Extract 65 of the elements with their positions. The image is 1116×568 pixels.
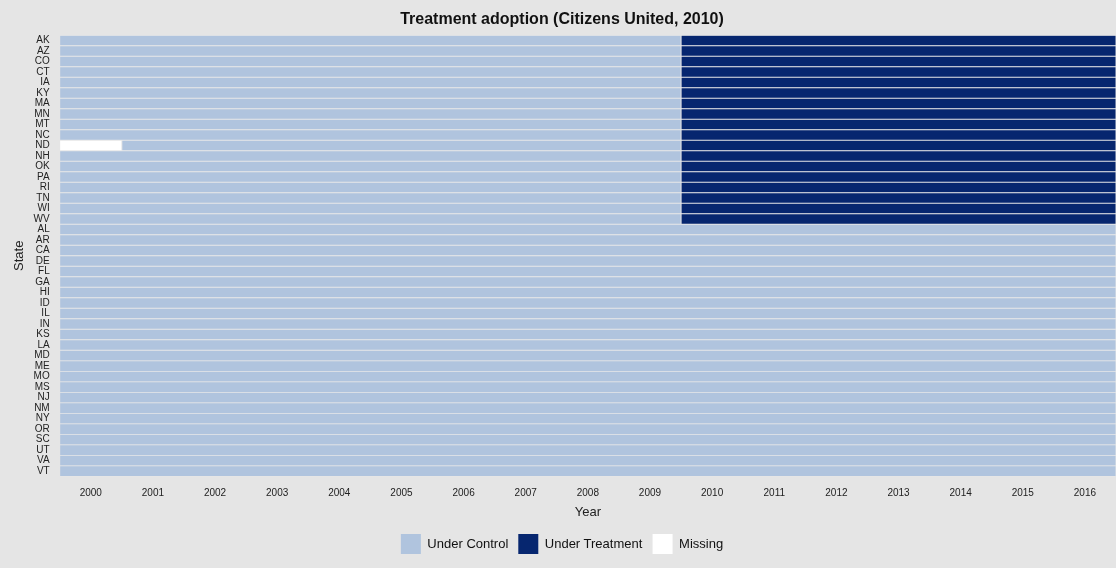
y-tick-label: DE [35, 254, 51, 266]
y-tick-label: IA [40, 76, 51, 88]
x-tick-label: 2010 [701, 487, 724, 499]
y-tick-label: IL [41, 307, 51, 319]
y-tick-label: SC [35, 433, 50, 445]
y-tick-label: MS [34, 380, 51, 392]
y-tick-label: TN [36, 191, 50, 203]
y-tick-label: VT [36, 464, 50, 476]
y-tick-label: AZ [36, 44, 50, 56]
x-tick-label: 2003 [266, 487, 289, 499]
y-tick-label: IN [39, 317, 50, 329]
y-tick-label: NY [35, 412, 51, 424]
y-tick-label: VA [37, 454, 51, 466]
y-tick-label: CA [35, 244, 51, 256]
y-tick-label: MT [35, 118, 50, 130]
y-tick-label: CT [36, 65, 50, 77]
x-tick-label: 2014 [949, 487, 973, 499]
x-tick-label: 2008 [576, 487, 600, 499]
y-tick-label: GA [35, 275, 51, 287]
x-tick-label: 2006 [452, 487, 476, 499]
y-tick-label: OR [34, 422, 50, 434]
legend-label: Under Treatment [544, 535, 643, 551]
y-tick-label: OK [35, 160, 51, 172]
y-axis-title: State [11, 240, 27, 271]
y-tick-label: AL [37, 223, 51, 235]
x-tick-label: 2009 [638, 487, 662, 499]
y-tick-label: NC [35, 128, 50, 140]
x-tick-label: 2012 [825, 487, 848, 499]
y-tick-label: FL [38, 265, 51, 277]
y-tick-label: KS [36, 328, 51, 340]
y-tick-label: WI [37, 202, 50, 214]
y-tick-label: NH [35, 149, 50, 161]
x-tick-label: 2011 [763, 487, 786, 499]
x-tick-label: 2005 [390, 487, 414, 499]
legend-label: Missing [679, 535, 724, 551]
x-tick-label: 2016 [1073, 487, 1097, 499]
y-tick-label: CO [34, 55, 50, 67]
chart-title: Treatment adoption (Citizens United, 2010) [400, 10, 724, 28]
y-tick-label: KY [36, 86, 51, 98]
y-tick-label: MD [34, 349, 50, 361]
y-tick-label: HI [39, 286, 50, 298]
y-tick-label: MN [34, 107, 50, 119]
y-tick-label: UT [36, 443, 50, 455]
y-tick-label: ME [34, 359, 51, 371]
y-tick-label: MA [34, 97, 51, 109]
y-tick-label: AK [36, 34, 51, 46]
y-tick-label: MO [33, 370, 50, 382]
y-tick-label: AR [35, 233, 50, 245]
y-tick-label: LA [37, 338, 51, 350]
y-tick-label: ID [39, 296, 50, 308]
y-tick-label: WV [33, 212, 51, 224]
y-tick-label: PA [37, 170, 51, 182]
y-tick-label: ND [35, 139, 50, 151]
x-tick-label: 2013 [887, 487, 911, 499]
x-tick-label: 2001 [141, 487, 165, 499]
x-tick-label: 2004 [328, 487, 351, 499]
x-tick-label: 2015 [1011, 487, 1035, 499]
y-tick-label: RI [39, 181, 50, 193]
x-tick-label: 2002 [203, 487, 227, 499]
x-tick-label: 2007 [514, 487, 538, 499]
x-axis-title: Year [574, 503, 602, 519]
y-tick-label: NM [34, 401, 50, 413]
legend-label: Under Control [427, 535, 509, 551]
x-tick-label: 2000 [79, 487, 103, 499]
y-tick-label: NJ [37, 391, 50, 403]
